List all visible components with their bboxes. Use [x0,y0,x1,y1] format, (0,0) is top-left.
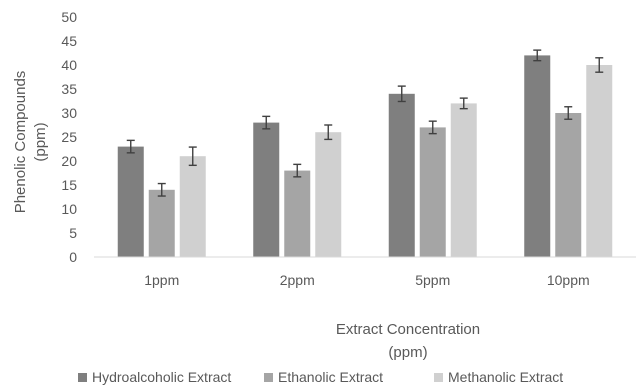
error-bar [533,49,542,62]
bar [524,55,551,258]
error-bars [126,49,604,197]
error-bar [564,106,573,120]
error-bar [595,57,604,73]
x-tick-label: 5ppm [415,272,450,288]
y-tick-label: 20 [61,153,77,169]
error-bar [157,182,166,197]
x-axis-title-line-2: (ppm) [388,344,427,361]
legend-swatch [434,373,443,382]
legend-item: Ethanolic Extract [264,369,383,385]
error-bar [293,163,302,178]
x-tick-label: 2ppm [280,272,315,288]
y-tick-label: 10 [61,201,77,217]
y-tick-label: 5 [69,225,77,241]
legend-label: Methanolic Extract [448,369,563,385]
y-tick-label: 45 [61,33,77,49]
y-tick-label: 30 [61,105,77,121]
bar [388,93,415,257]
legend-item: Hydroalcoholic Extract [78,369,231,385]
y-tick-label: 25 [61,129,77,145]
error-bar [459,97,468,110]
bar [117,146,144,257]
y-axis-title: Phenolic Compounds (ppm) [12,71,49,214]
error-bar [428,120,437,135]
y-tick-label: 15 [61,177,77,193]
bar [315,132,342,257]
y-tick-label: 50 [61,9,77,25]
legend-swatch [264,373,273,382]
y-axis-title-line-1: Phenolic Compounds [12,71,29,214]
error-bar [188,146,197,167]
x-axis-title: Extract Concentration (ppm) [336,321,480,361]
y-axis-ticks: 0 5 10 15 20 25 30 35 40 45 50 [61,9,77,265]
error-bar [397,85,406,103]
bar [586,65,613,257]
bar [555,113,582,257]
x-tick-label: 10ppm [547,272,590,288]
legend-item: Methanolic Extract [434,369,563,385]
error-bar [126,139,135,154]
error-bar [262,115,271,130]
legend-label: Hydroalcoholic Extract [92,369,231,385]
error-bar [324,124,333,141]
y-tick-label: 0 [69,249,77,265]
bar [284,170,311,257]
legend-swatch [78,373,87,382]
legend: Hydroalcoholic Extract Ethanolic Extract M… [78,369,563,385]
x-axis-ticks: 1ppm 2ppm 5ppm 10ppm [144,272,589,288]
legend-label: Ethanolic Extract [278,369,383,385]
y-tick-label: 40 [61,57,77,73]
bar [179,156,206,257]
y-tick-label: 35 [61,81,77,97]
x-axis-title-line-1: Extract Concentration [336,321,480,338]
bars [117,55,613,258]
bar [253,122,280,257]
bar [419,127,446,258]
x-tick-label: 1ppm [144,272,179,288]
bar [450,103,477,258]
y-axis-title-line-2: (ppm) [32,122,49,161]
bar [148,189,175,257]
